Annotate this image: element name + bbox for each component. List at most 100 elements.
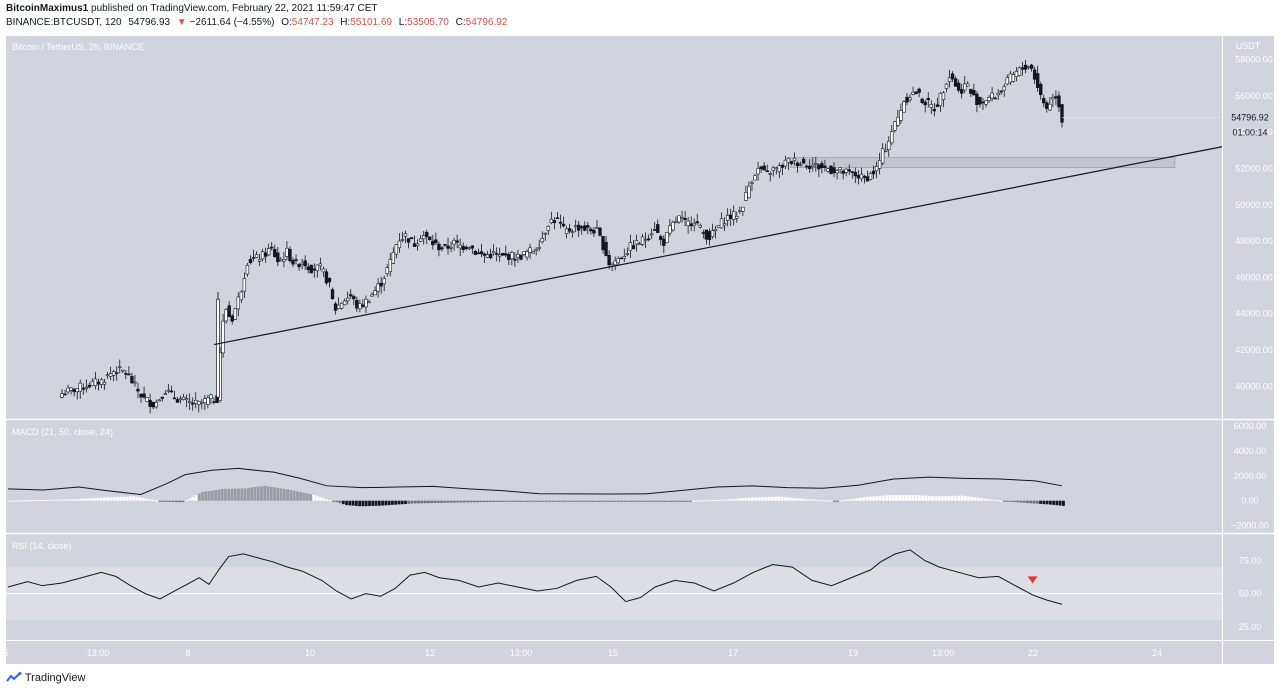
candle-up: [674, 221, 678, 223]
macd-histogram-bar: [119, 496, 123, 501]
macd-histogram-bar: [233, 488, 237, 501]
macd-histogram-bar: [996, 500, 1000, 502]
macd-histogram-bar: [665, 500, 669, 502]
candle-down: [917, 88, 921, 93]
candle-down: [288, 248, 292, 262]
macd-histogram-bar: [138, 497, 142, 501]
candle-up: [719, 218, 724, 229]
author-name[interactable]: BitcoinMaximus1: [6, 3, 89, 14]
macd-histogram-bar: [397, 500, 401, 505]
macd-histogram-bar: [787, 497, 790, 501]
candle-down: [558, 221, 563, 224]
candle-down: [589, 228, 593, 232]
macd-histogram-bar: [754, 497, 758, 501]
macd-tick-label: 0.00: [1241, 496, 1259, 506]
open-label: O:: [281, 17, 292, 28]
macd-histogram-bar: [790, 497, 794, 501]
macd-histogram-bar: [852, 498, 856, 501]
macd-histogram-bar: [466, 500, 470, 503]
macd-histogram-bar: [1016, 500, 1020, 503]
candle-up: [747, 185, 751, 198]
candle-down: [935, 104, 940, 108]
candle-down: [920, 98, 924, 103]
macd-histogram-bar: [957, 495, 961, 501]
candle-down: [598, 227, 602, 236]
candle-down: [473, 250, 478, 255]
candle-down: [151, 401, 155, 408]
macd-histogram-bar: [1006, 500, 1010, 502]
candle-up: [181, 396, 186, 400]
candle-down: [969, 88, 973, 94]
macd-histogram-bar: [266, 486, 270, 501]
candle-up: [613, 260, 617, 266]
x-tick-label: 13:00: [87, 648, 110, 658]
macd-histogram-bar: [381, 500, 384, 506]
x-tick-label: 12: [425, 648, 435, 658]
rsi-title: RSI (14, close): [12, 541, 72, 551]
candle-up: [418, 238, 423, 242]
candle-down: [443, 243, 447, 246]
candle-up: [750, 182, 754, 184]
macd-histogram-bar: [773, 496, 777, 501]
candle-down: [865, 176, 870, 182]
candle-up: [1048, 103, 1052, 111]
macd-histogram-bar: [341, 500, 345, 505]
candle-down: [978, 96, 982, 105]
candle-up: [216, 298, 220, 398]
candle-up: [279, 259, 283, 262]
candle-down: [139, 393, 143, 398]
macd-histogram-bar: [315, 495, 319, 501]
candle-up: [835, 170, 839, 174]
candle-up: [370, 294, 374, 297]
macd-histogram-bar: [224, 488, 227, 501]
candle-down: [765, 170, 769, 172]
low-value: 53505.70: [407, 17, 449, 28]
macd-histogram-bar: [243, 488, 247, 501]
macd-histogram-bar: [603, 500, 607, 502]
candle-down: [504, 253, 508, 256]
macd-histogram-bar: [557, 500, 561, 502]
macd-histogram-bar: [436, 500, 440, 503]
candle-up: [200, 401, 204, 404]
macd-histogram-bar: [885, 495, 889, 501]
candle-up: [902, 101, 906, 113]
macd-histogram-bar: [1048, 500, 1052, 505]
candle-up: [497, 254, 502, 257]
rsi-tick-label: 75.00: [1239, 556, 1262, 566]
candle-up: [756, 168, 760, 175]
candle-up: [391, 252, 396, 264]
candle-down: [263, 252, 268, 257]
macd-histogram-bar: [944, 496, 947, 501]
candle-down: [759, 166, 763, 170]
candle-down: [601, 236, 605, 251]
candle-up: [893, 121, 897, 131]
macd-histogram-bar: [927, 495, 931, 501]
macd-histogram-bar: [636, 500, 640, 502]
macd-histogram-bar: [751, 497, 754, 501]
macd-histogram-bar: [616, 500, 620, 502]
macd-histogram-bar: [83, 498, 87, 501]
candle-up: [963, 83, 967, 91]
candle-up: [884, 149, 888, 152]
macd-histogram-bar: [260, 486, 263, 501]
tradingview-logo[interactable]: TradingView: [6, 672, 85, 684]
candle-down: [580, 226, 584, 229]
macd-histogram-bar: [875, 496, 879, 501]
macd-histogram-bar: [882, 495, 885, 501]
high-label: H:: [340, 17, 351, 28]
candle-up: [157, 399, 161, 402]
macd-histogram-bar: [535, 500, 538, 502]
candle-down: [926, 98, 930, 101]
macd-histogram-bar: [93, 498, 96, 501]
candle-down: [169, 390, 174, 393]
candle-down: [1032, 69, 1037, 80]
candle-up: [458, 244, 462, 249]
candle-up: [452, 240, 456, 245]
macd-histogram-bar: [613, 500, 617, 502]
price-tick-label: 52000.00: [1235, 164, 1273, 174]
macd-histogram-bar: [171, 500, 175, 502]
x-tick-label: 5: [3, 648, 8, 658]
macd-histogram-bar: [250, 487, 254, 501]
candle-up: [877, 160, 882, 169]
